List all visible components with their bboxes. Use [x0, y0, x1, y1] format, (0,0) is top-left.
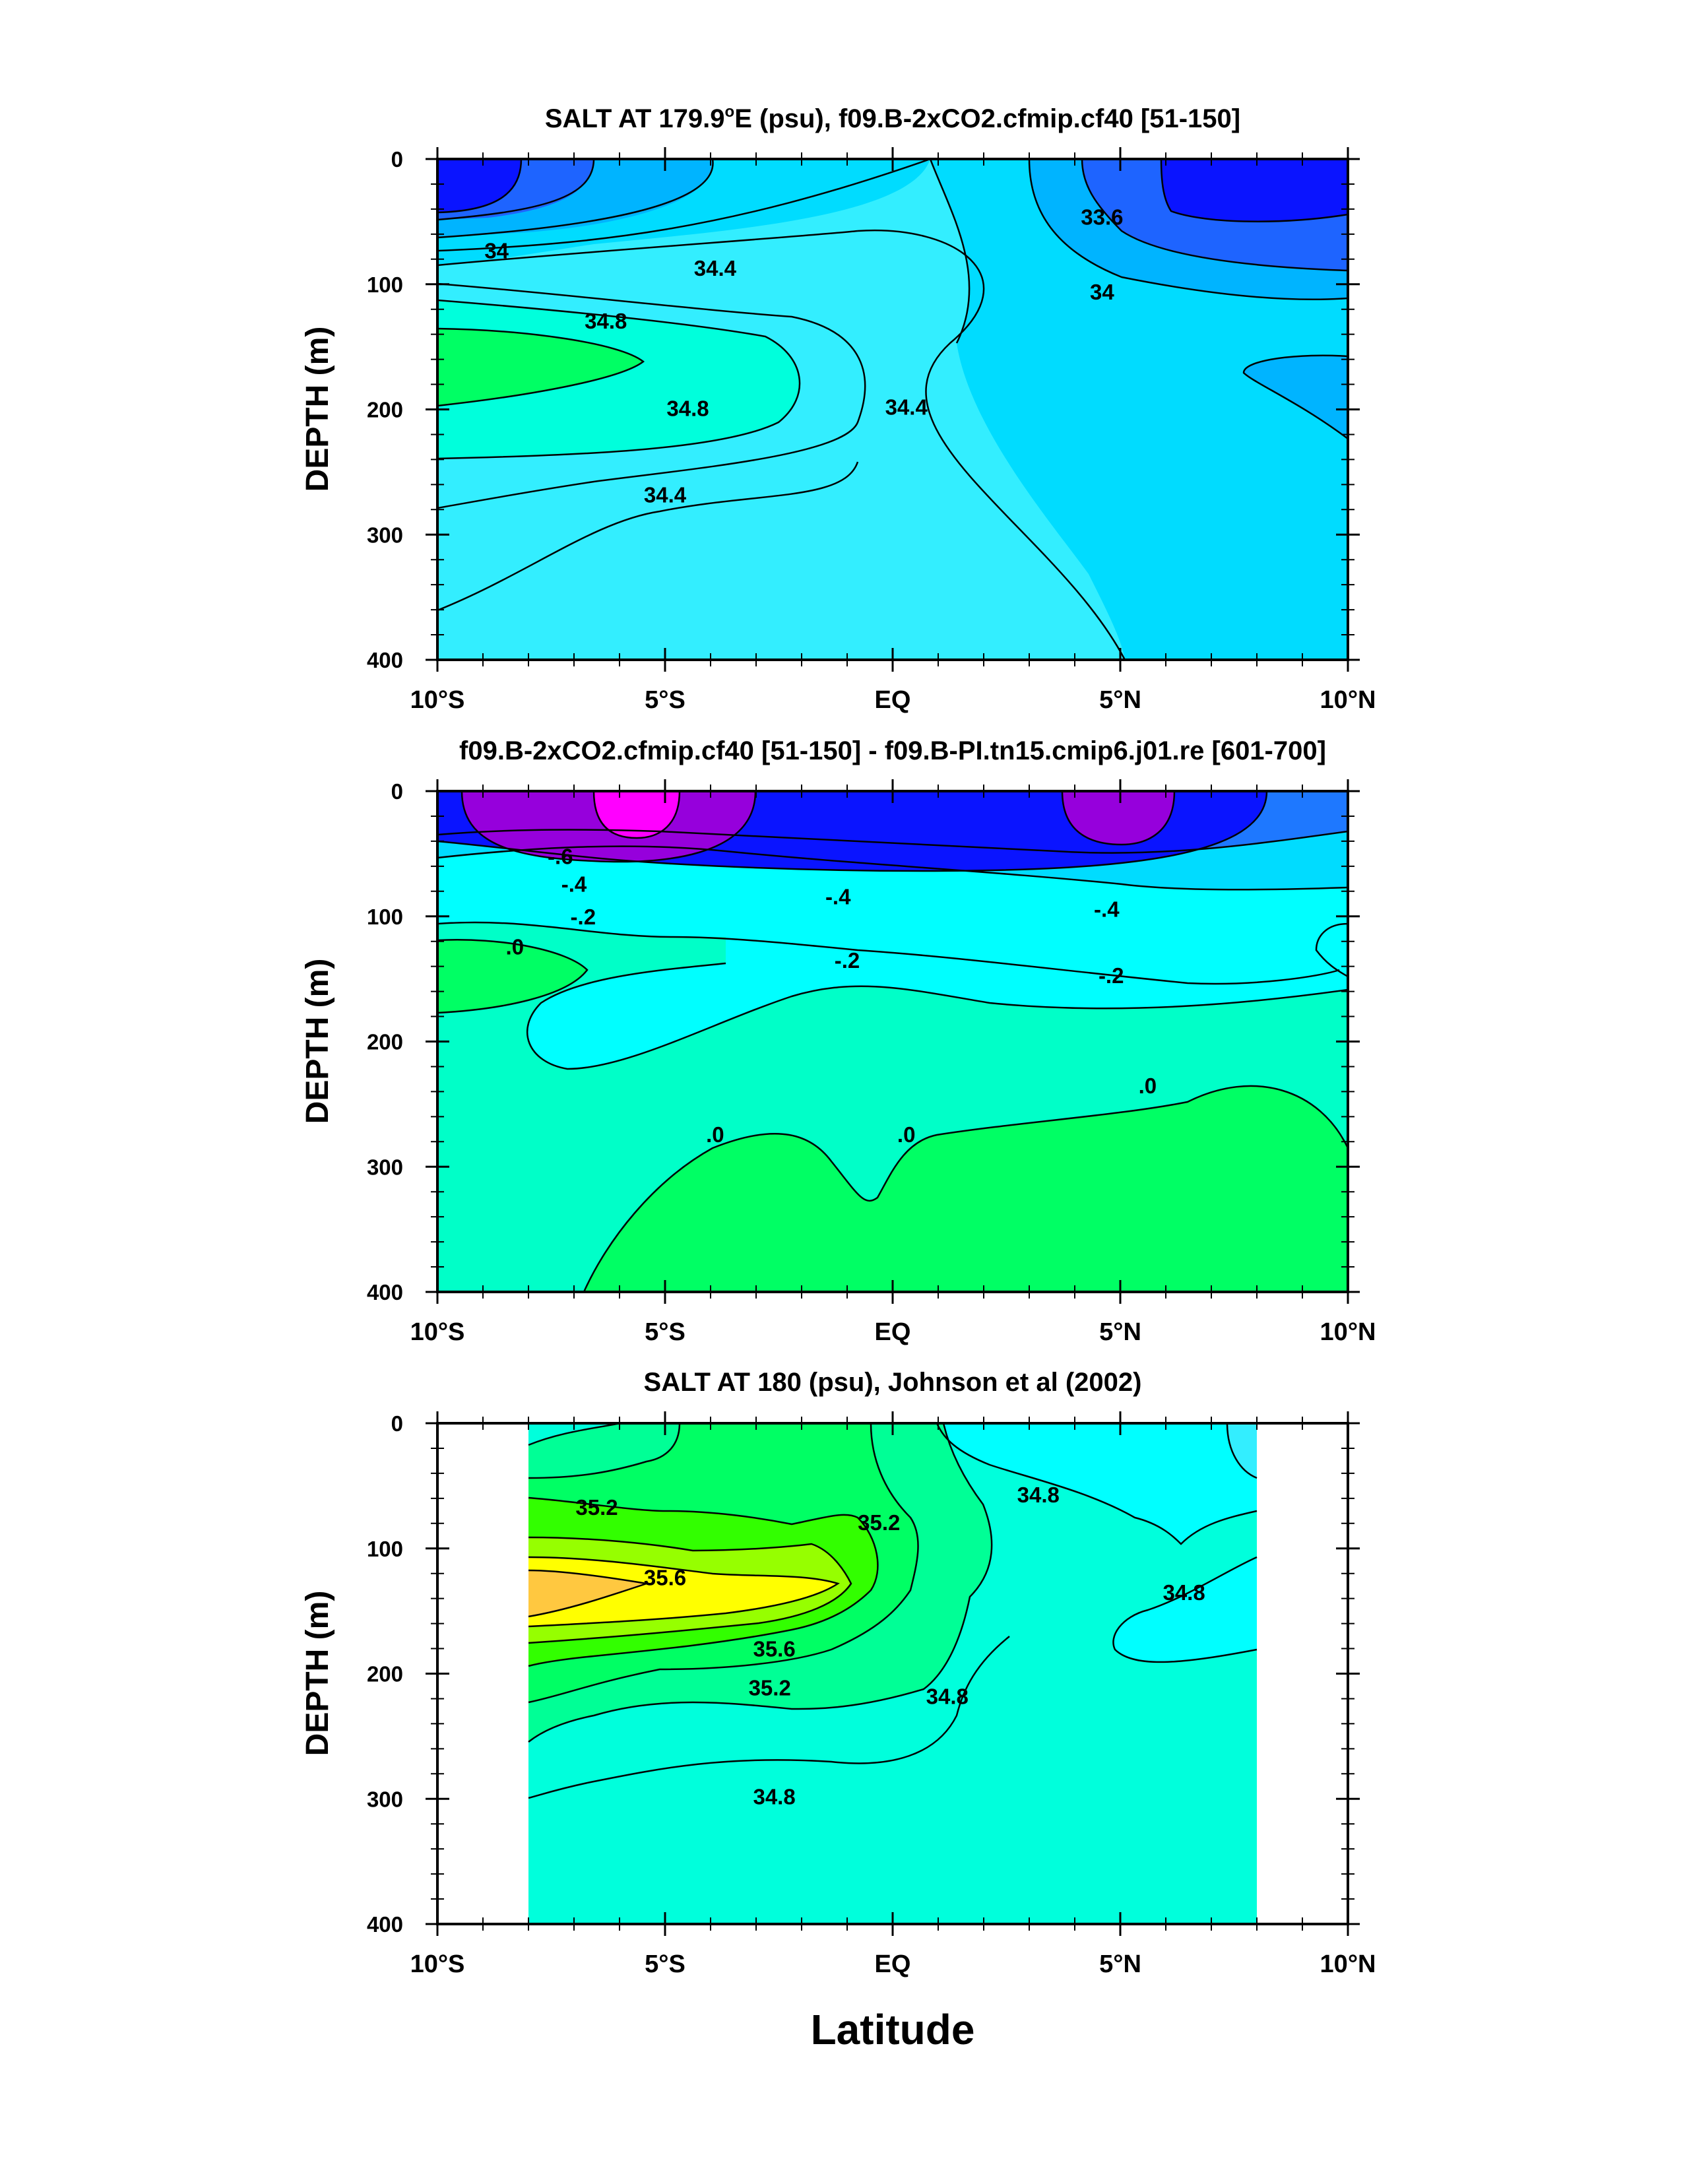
p2-contour-lines	[437, 791, 1348, 1292]
panel-2-contour-fill	[437, 791, 1348, 1292]
x-tick-label: 5°S	[645, 686, 685, 714]
contour-label: 34.8	[1163, 1580, 1205, 1605]
x-tick-label: 10°N	[1320, 1950, 1376, 1978]
contour-label: 34.8	[585, 309, 627, 333]
contour-label: .0	[706, 1122, 724, 1147]
p1-contour-lines	[437, 159, 1348, 660]
x-tick-label: 10°N	[1320, 1318, 1376, 1346]
contour-label: -.4	[1094, 897, 1120, 921]
y-tick-label: 400	[367, 1912, 403, 1937]
contour-label: -.2	[1099, 963, 1124, 988]
y-tick-label: 200	[367, 1662, 403, 1686]
panel-1: SALT AT 179.9oE (psu), f09.B-2xCO2.cfmip…	[300, 103, 1376, 714]
x-tick-label: 5°S	[645, 1950, 685, 1978]
y-tick-label: 400	[367, 1280, 403, 1304]
x-axis-label: Latitude	[811, 2006, 975, 2053]
contour-label: 35.2	[575, 1495, 618, 1520]
y-tick-label: 100	[367, 905, 403, 929]
panel-2-title: f09.B-2xCO2.cfmip.cf40 [51-150] - f09.B-…	[459, 736, 1326, 765]
panel-1-contour-fill	[437, 159, 1348, 660]
contour-label: 35.2	[749, 1675, 791, 1700]
degree-superscript: o	[725, 103, 735, 121]
y-tick-label: 200	[367, 398, 403, 422]
p2-band-pos-dome	[584, 1085, 1348, 1292]
y-tick-label: 0	[391, 779, 403, 804]
p1-band-35-0	[437, 329, 643, 406]
panel-1-ylabel: DEPTH (m)	[300, 327, 335, 492]
panel-3-ticks: 0 100 200 300 400 10°S 5°S EQ 5°N 10°N	[367, 1411, 1376, 1978]
y-tick-label: 200	[367, 1030, 403, 1054]
p2-band-neg0-8-east	[1062, 791, 1174, 845]
p2-band-neg1-0	[594, 791, 680, 838]
p3-band-35-8	[528, 1557, 838, 1626]
contour-label: 34.8	[926, 1685, 969, 1709]
y-tick-label: 300	[367, 523, 403, 547]
p3-band-34-4-corner	[1227, 1423, 1257, 1478]
contour-label: 34.8	[1017, 1483, 1060, 1507]
x-tick-label: 10°N	[1320, 686, 1376, 714]
contour-label: .0	[1139, 1074, 1157, 1098]
panel-2-ticks: 0 100 200 300 400 10°S 5°S EQ 5°N 10°N	[367, 779, 1376, 1346]
y-tick-label: 400	[367, 648, 403, 672]
x-tick-label: EQ	[875, 1950, 911, 1978]
contour-label: -.6	[548, 845, 573, 869]
p3-contour-labels: 35.2 35.6 35.6 35.2 35.2 34.8 34.8 34.8 34.8	[575, 1483, 1205, 1809]
p2-band-pos-west	[437, 940, 587, 1013]
p2-band-east-pocket	[1316, 924, 1348, 977]
contour-label: -.4	[825, 884, 851, 909]
panel-3-title: SALT AT 180 (psu), Johnson et al (2002)	[644, 1368, 1142, 1397]
p1-band-east-33-4	[1161, 159, 1348, 222]
contour-label: -.2	[571, 905, 596, 929]
panel-1-ticks: 0 100 200 300 400 10°S 5°S EQ 5°N 10°N	[367, 147, 1376, 714]
panel-3-contour-fill	[437, 1423, 1348, 1924]
p2-contour-labels: -.6 -.4 -.2 .0 -.4 -.2 -.4 -.2 .0 .0 .0	[506, 845, 1157, 1147]
contour-label: 35.2	[858, 1510, 900, 1535]
contour-label: 34.4	[644, 483, 687, 507]
p1-contour-labels: 34 34.4 34.8 34.8 34.4 34.4 33.6 34	[484, 205, 1123, 507]
contour-label: .0	[506, 934, 525, 959]
panel-2: f09.B-2xCO2.cfmip.cf40 [51-150] - f09.B-…	[300, 736, 1376, 1346]
contour-label: -.2	[835, 948, 860, 973]
y-tick-label: 300	[367, 1787, 403, 1811]
panel-3-ylabel: DEPTH (m)	[300, 1591, 335, 1756]
y-tick-label: 0	[391, 1411, 403, 1436]
contour-label: 34	[484, 239, 509, 263]
y-tick-label: 300	[367, 1155, 403, 1179]
contour-label: 35.6	[644, 1565, 686, 1590]
y-tick-label: 100	[367, 1537, 403, 1561]
p2-cyan-tongue	[527, 911, 1348, 1069]
x-tick-label: 5°N	[1099, 686, 1141, 714]
panel-1-title: SALT AT 179.9oE (psu), f09.B-2xCO2.cfmip…	[545, 103, 1240, 133]
x-tick-label: 10°S	[410, 686, 465, 714]
contour-label: 35.6	[753, 1637, 795, 1661]
contour-label: 34.8	[666, 397, 709, 421]
contour-label: 33.6	[1081, 205, 1123, 229]
x-tick-label: 10°S	[410, 1950, 465, 1978]
x-tick-label: 5°S	[645, 1318, 685, 1346]
contour-label: 34.4	[694, 256, 737, 280]
contour-label: 34	[1090, 280, 1114, 304]
y-tick-label: 0	[391, 147, 403, 172]
contour-label: 34.4	[885, 395, 928, 420]
y-tick-label: 100	[367, 273, 403, 297]
contour-label: -.4	[561, 872, 587, 896]
p3-band-34-6-east	[1113, 1557, 1257, 1662]
p1-band-33-4	[437, 159, 521, 212]
panel-3: SALT AT 180 (psu), Johnson et al (2002)	[300, 1368, 1376, 2053]
p3-contour-lines	[528, 1423, 1258, 1799]
panel-2-ylabel: DEPTH (m)	[300, 959, 335, 1124]
x-tick-label: 5°N	[1099, 1318, 1141, 1346]
p3-band-34-6-top	[937, 1423, 1257, 1544]
x-tick-label: 10°S	[410, 1318, 465, 1346]
contour-label: 34.8	[753, 1784, 795, 1809]
x-tick-label: EQ	[875, 1318, 911, 1346]
x-tick-label: EQ	[875, 686, 911, 714]
x-tick-label: 5°N	[1099, 1950, 1141, 1978]
p1-band-east-pocket	[1244, 355, 1348, 439]
contour-label: .0	[897, 1122, 916, 1147]
p3-band-36-0	[528, 1570, 647, 1617]
